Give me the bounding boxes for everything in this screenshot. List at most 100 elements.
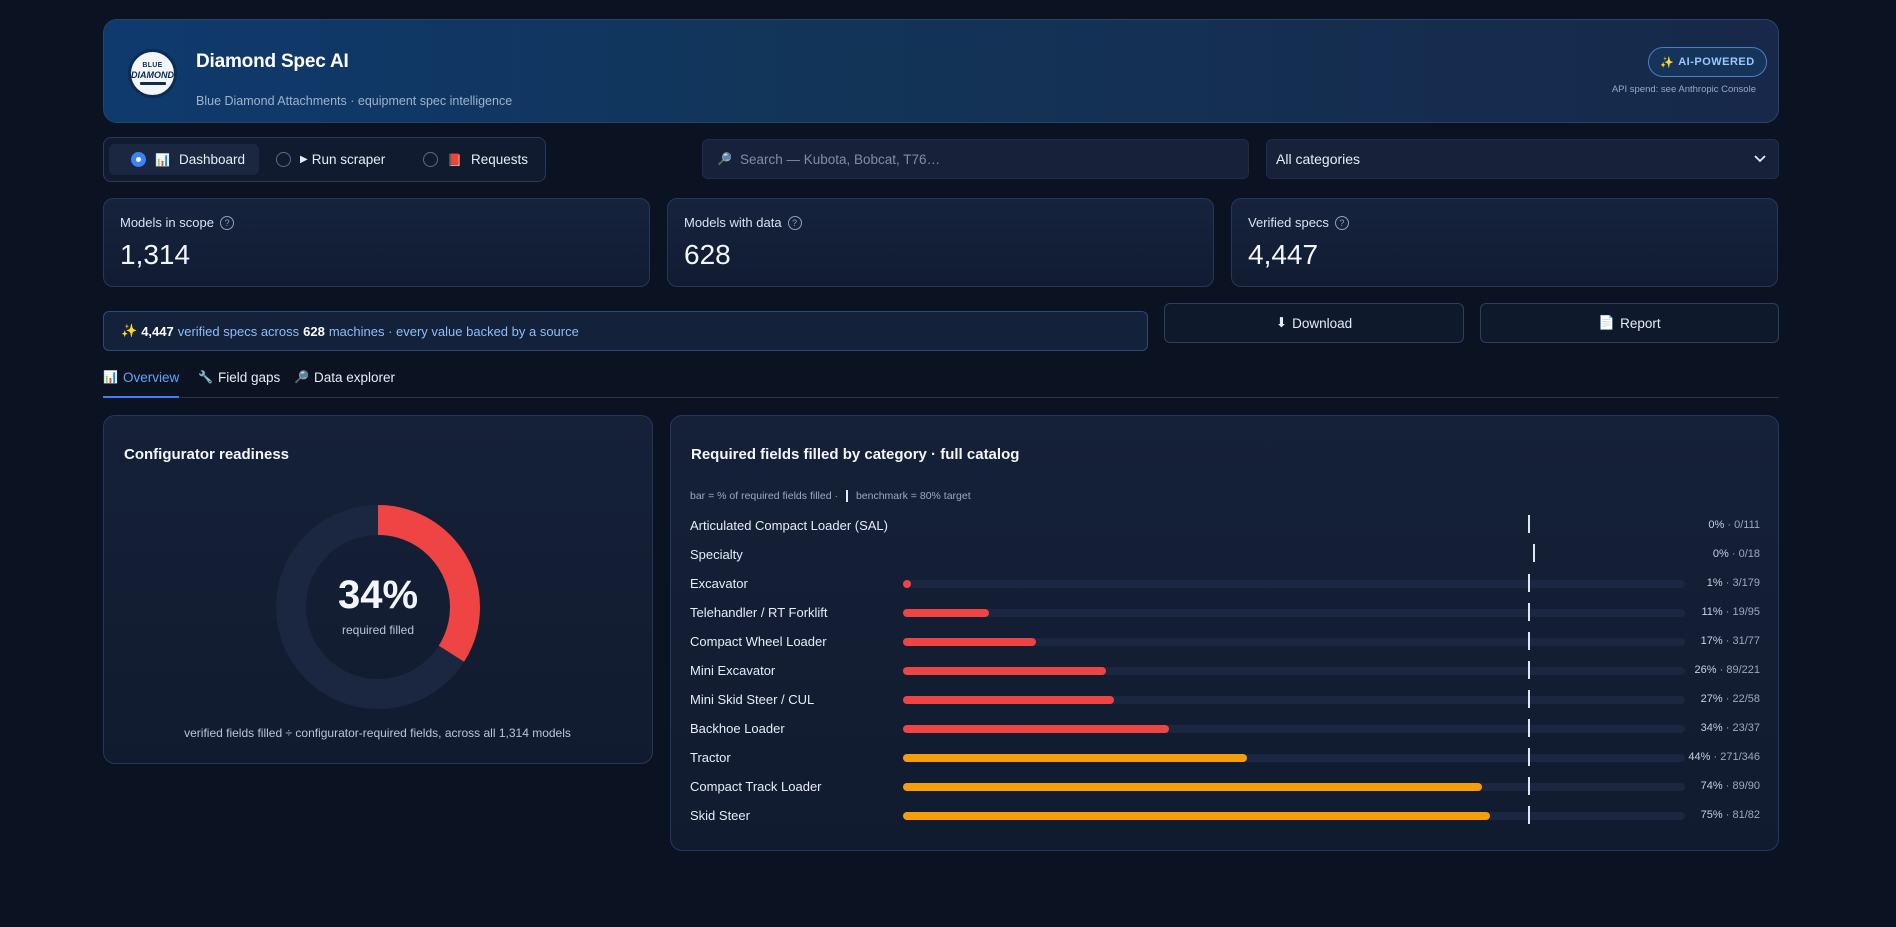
tab-bar: 📊 Overview 🔧 Field gaps 🔎 Data explorer	[103, 368, 1779, 398]
category-count: 3/179	[1732, 577, 1760, 589]
banner-text: machines · every value backed by a sourc…	[328, 323, 579, 339]
radio-icon[interactable]	[423, 152, 438, 167]
donut-fill-arc	[276, 505, 480, 709]
category-panel-title: Required fields filled by category · ful…	[691, 446, 1020, 463]
benchmark-marker	[1527, 603, 1530, 621]
category-row: Mini Skid Steer / CUL 27% · 22/58	[690, 690, 1760, 721]
metric-card-models-in-scope: Models in scope? 1,314	[103, 198, 650, 287]
category-name: Mini Excavator	[690, 663, 776, 678]
sparkles-icon: ✨	[121, 323, 138, 338]
search-input[interactable]	[739, 151, 1220, 167]
category-count: 19/95	[1732, 606, 1760, 618]
benchmark-marker	[1527, 748, 1530, 766]
category-select-value: All categories	[1276, 151, 1361, 167]
tab-data-explorer[interactable]: 🔎 Data explorer	[294, 368, 395, 398]
tab-field-gaps[interactable]: 🔧 Field gaps	[198, 368, 280, 398]
category-stat: 75% · 81/82	[1701, 809, 1760, 821]
category-percent: 34%	[1700, 722, 1723, 734]
category-row: Tractor 44% · 271/346	[690, 748, 1760, 779]
category-name: Articulated Compact Loader (SAL)	[690, 518, 888, 533]
category-percent: 44%	[1688, 751, 1711, 763]
benchmark-marker	[1527, 719, 1530, 737]
tab-label: Overview	[122, 370, 180, 385]
category-bar-fill	[903, 609, 990, 617]
category-bar-fill	[903, 812, 1490, 820]
category-count: 22/58	[1732, 693, 1760, 705]
radio-selected-icon[interactable]	[131, 152, 146, 167]
category-count: 23/37	[1732, 722, 1760, 734]
category-stat-separator: ·	[1716, 664, 1727, 676]
category-name: Compact Wheel Loader	[690, 634, 827, 649]
category-count: 31/77	[1732, 635, 1760, 647]
category-row: Compact Wheel Loader 17% · 31/77	[690, 632, 1760, 663]
metric-label-row: Verified specs?	[1248, 215, 1349, 230]
legend-benchmark-text: benchmark = 80% target	[855, 490, 971, 502]
category-row: Mini Excavator 26% · 89/221	[690, 661, 1760, 692]
readiness-title: Configurator readiness	[124, 446, 290, 463]
category-name: Backhoe Loader	[690, 721, 785, 736]
category-stat: 34% · 23/37	[1701, 722, 1760, 734]
category-name: Skid Steer	[690, 808, 750, 823]
category-select[interactable]: All categories	[1266, 139, 1779, 179]
benchmark-marker	[1527, 661, 1530, 679]
metric-label-row: Models with data?	[684, 215, 802, 230]
document-icon: 📄	[1598, 315, 1616, 330]
category-bar-fill	[903, 783, 1482, 791]
help-icon[interactable]: ?	[787, 215, 802, 230]
category-percent: 26%	[1694, 664, 1717, 676]
tab-label: Data explorer	[313, 370, 395, 385]
category-bar-track	[903, 806, 1685, 824]
category-row: Excavator 1% · 3/179	[690, 574, 1760, 605]
metric-value: 628	[684, 239, 731, 270]
download-button[interactable]: ⬇ Download	[1164, 303, 1464, 343]
logo-text-main: DIAMOND	[131, 70, 174, 80]
category-row: Articulated Compact Loader (SAL) 0% · 0/1…	[690, 515, 1760, 547]
chart-legend: bar = % of required fields filled · benc…	[690, 490, 971, 502]
nav-option-run-scraper[interactable]: ▶ Run scraper	[254, 144, 399, 175]
nav-option-requests[interactable]: 📕 Requests	[401, 144, 542, 175]
category-stat-separator: ·	[1710, 751, 1721, 763]
benchmark-marker	[1527, 632, 1530, 650]
category-name: Compact Track Loader	[690, 779, 822, 794]
banner-text: verified specs across	[177, 323, 300, 339]
category-stat-separator: ·	[1722, 577, 1733, 589]
category-bar-track	[903, 690, 1685, 708]
metric-value: 4,447	[1248, 239, 1319, 270]
category-stat: 11% · 19/95	[1701, 606, 1760, 618]
benchmark-marker	[1532, 544, 1535, 562]
nav-option-label: Run scraper	[311, 152, 386, 167]
magnifier-icon: 🔎	[294, 370, 309, 384]
chevron-down-icon	[1754, 155, 1766, 163]
readiness-percent: 34%	[337, 573, 419, 617]
category-stat: 17% · 31/77	[1701, 635, 1760, 647]
metric-label: Models with data	[684, 215, 782, 230]
help-icon[interactable]: ?	[1334, 215, 1349, 230]
radio-icon[interactable]	[276, 152, 291, 167]
tab-label: Field gaps	[217, 370, 281, 385]
category-percent: 0%	[1708, 519, 1725, 531]
nav-option-label: Requests	[470, 152, 528, 167]
category-row: Skid Steer 75% · 81/82	[690, 806, 1760, 837]
category-percent: 1%	[1706, 577, 1723, 589]
category-name: Specialty	[690, 547, 743, 562]
category-bar-track	[903, 603, 1685, 621]
category-bar-fill	[903, 580, 911, 588]
help-icon[interactable]: ?	[219, 215, 234, 230]
tab-overview[interactable]: 📊 Overview	[103, 368, 179, 398]
banner-machines-count: 628	[303, 323, 325, 339]
category-stat: 74% · 89/90	[1701, 780, 1760, 792]
report-button[interactable]: 📄 Report	[1480, 303, 1779, 343]
metric-label: Models in scope	[120, 215, 214, 230]
category-bar-fill	[903, 725, 1169, 733]
search-box[interactable]: 🔎	[702, 139, 1249, 179]
category-stat: 26% · 89/221	[1695, 664, 1760, 676]
bar-chart-icon: 📊	[155, 152, 170, 167]
metric-value: 1,314	[120, 239, 191, 270]
category-bar-track	[903, 661, 1685, 679]
brand-logo: BLUE DIAMOND	[128, 49, 177, 98]
nav-option-dashboard[interactable]: 📊 Dashboard	[109, 144, 259, 175]
logo-text-top: BLUE	[142, 62, 163, 69]
benchmark-marker	[1527, 806, 1530, 824]
category-percent: 0%	[1712, 548, 1729, 560]
readiness-donut	[276, 505, 480, 709]
